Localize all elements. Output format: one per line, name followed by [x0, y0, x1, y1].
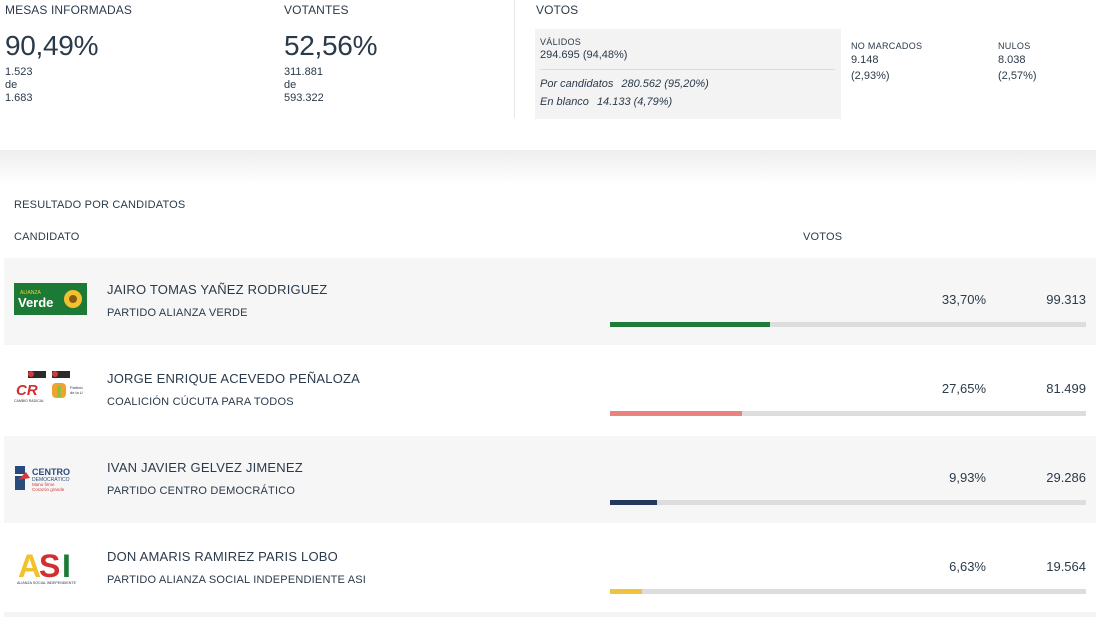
candidate-row[interactable]: CENTRO DEMOCRÁTICO Mano firme Corazón gr…: [4, 436, 1096, 523]
candidate-percent: 27,65%: [941, 381, 986, 396]
en-blanco-label: En blanco: [540, 96, 589, 108]
candidate-party: PARTIDO ALIANZA SOCIAL INDEPENDIENTE ASI: [107, 574, 367, 586]
asi-logo: A S I ALIANZA SOCIAL INDEPENDIENTE: [14, 547, 88, 587]
svg-text:Partido: Partido: [70, 385, 83, 390]
alianza-verde-logo: ALIANZA Verde: [14, 280, 88, 320]
validos-label: VÁLIDOS: [540, 37, 582, 47]
votantes-percent: 52,56%: [284, 30, 378, 61]
mesas-title: MESAS INFORMADAS: [5, 3, 132, 17]
candidate-row[interactable]: ALIANZA Verde JAIRO TOMAS YAÑEZ RODRIGUE…: [4, 258, 1096, 345]
svg-text:Verde: Verde: [18, 295, 53, 310]
vote-bar-track: [610, 322, 1086, 327]
candidate-votes: 19.564: [1046, 559, 1086, 574]
coalicion-logo: CR CAMBIO RADICAL Partido de la U: [14, 369, 88, 409]
centro-democratico-logo: CENTRO DEMOCRÁTICO Mano firme Corazón gr…: [14, 458, 88, 498]
vote-bar-fill: [610, 322, 771, 327]
candidate-row[interactable]: A S I ALIANZA SOCIAL INDEPENDIENTE DON A…: [4, 525, 1096, 612]
candidate-name: DON AMARIS RAMIREZ PARIS LOBO: [107, 549, 338, 564]
validos-box: VÁLIDOS 294.695 (94,48%) Por candidatos 2…: [535, 29, 841, 119]
svg-text:de la U: de la U: [70, 390, 83, 395]
nulos-value: 8.038: [998, 54, 1026, 66]
candidate-votes: 81.499: [1046, 381, 1086, 396]
mesas-total: 1.683: [5, 92, 33, 104]
por-candidatos-value: 280.562 (95,20%): [621, 78, 709, 90]
candidate-party: COALICIÓN CÚCUTA PARA TODOS: [107, 396, 294, 408]
no-marcados-value: 9.148: [851, 54, 879, 66]
candidate-name: IVAN JAVIER GELVEZ JIMENEZ: [107, 460, 303, 475]
validos-value: 294.695 (94,48%): [540, 49, 628, 61]
validos-divider: [540, 69, 835, 70]
svg-text:CAMBIO RADICAL: CAMBIO RADICAL: [14, 399, 44, 403]
mesas-percent: 90,49%: [5, 30, 99, 61]
svg-text:S: S: [39, 548, 60, 584]
svg-text:CENTRO: CENTRO: [32, 467, 70, 477]
svg-text:Mano firme: Mano firme: [32, 482, 55, 487]
vote-bar-fill: [610, 589, 642, 594]
votantes-total: 593.322: [284, 92, 324, 104]
nulos-pct: (2,57%): [998, 70, 1037, 82]
candidate-votes: 99.313: [1046, 292, 1086, 307]
votantes-count: 311.881: [284, 66, 323, 78]
no-marcados-pct: (2,93%): [851, 70, 890, 82]
nulos-label: NULOS: [998, 41, 1031, 51]
votantes-stat: VOTANTES 52,56% 311.881 de 593.322: [284, 0, 377, 105]
section-shadow: [0, 150, 1096, 184]
summary-panel: MESAS INFORMADAS 90,49% 1.523 de 1.683 V…: [0, 0, 1096, 150]
divider: [514, 0, 515, 118]
nulos-stat: NULOS 8.038 (2,57%): [998, 40, 1037, 84]
svg-text:CR: CR: [16, 382, 38, 399]
candidate-row[interactable]: CR CAMBIO RADICAL Partido de la U JORGE …: [4, 347, 1096, 434]
en-blanco-row: En blanco 14.133 (4,79%): [540, 93, 836, 111]
vote-bar-fill: [610, 411, 742, 416]
candidate-percent: 6,63%: [949, 559, 986, 574]
next-row-edge: [4, 612, 1096, 617]
vote-bar-track: [610, 500, 1086, 505]
candidate-party: PARTIDO ALIANZA VERDE: [107, 307, 248, 319]
votos-title: VOTOS: [536, 3, 579, 17]
candidate-percent: 9,93%: [949, 470, 986, 485]
column-header-candidato: CANDIDATO: [14, 231, 80, 243]
votantes-de: de: [284, 79, 297, 91]
candidate-votes: 29.286: [1046, 470, 1086, 485]
por-candidatos-row: Por candidatos 280.562 (95,20%): [540, 75, 836, 93]
svg-text:A: A: [18, 548, 41, 584]
candidate-percent: 33,70%: [941, 292, 986, 307]
candidate-party: PARTIDO CENTRO DEMOCRÁTICO: [107, 485, 296, 497]
results-title: RESULTADO POR CANDIDATOS: [14, 199, 186, 211]
vote-bar-track: [610, 411, 1086, 416]
svg-text:Corazón grande: Corazón grande: [32, 487, 65, 492]
votantes-title: VOTANTES: [284, 3, 349, 17]
vote-bar-track: [610, 589, 1086, 594]
mesas-count: 1.523: [5, 66, 33, 78]
en-blanco-value: 14.133 (4,79%): [596, 96, 673, 108]
mesas-informadas-stat: MESAS INFORMADAS 90,49% 1.523 de 1.683: [5, 0, 132, 105]
no-marcados-stat: NO MARCADOS 9.148 (2,93%): [851, 40, 922, 84]
svg-text:I: I: [62, 548, 71, 584]
svg-text:ALIANZA SOCIAL INDEPENDIENTE: ALIANZA SOCIAL INDEPENDIENTE: [17, 581, 77, 585]
candidate-name: JORGE ENRIQUE ACEVEDO PEÑALOZA: [107, 371, 361, 386]
por-candidatos-label: Por candidatos: [540, 78, 614, 90]
candidate-name: JAIRO TOMAS YAÑEZ RODRIGUEZ: [107, 282, 328, 297]
column-header-votos: VOTOS: [803, 231, 843, 243]
svg-text:DEMOCRÁTICO: DEMOCRÁTICO: [32, 476, 70, 483]
vote-bar-fill: [610, 500, 658, 505]
votos-stat: VOTOS: [536, 0, 578, 20]
svg-text:ALIANZA: ALIANZA: [20, 290, 42, 296]
mesas-de: de: [5, 79, 18, 91]
no-marcados-label: NO MARCADOS: [851, 41, 923, 51]
